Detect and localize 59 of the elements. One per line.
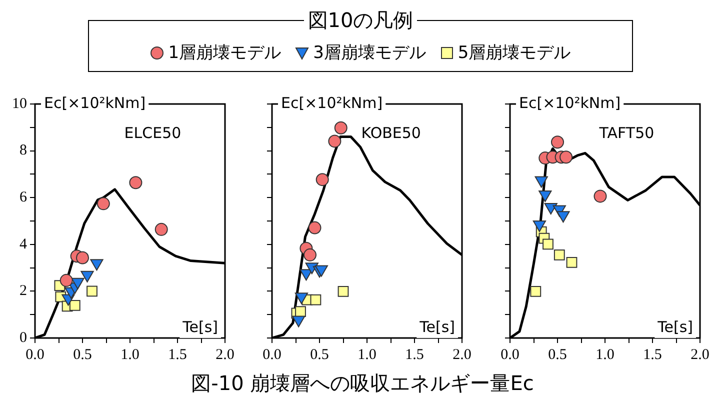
annotation: ELCE50 — [124, 124, 182, 142]
point — [310, 294, 322, 306]
point — [334, 121, 348, 134]
point — [96, 197, 110, 210]
x-tick-label: 1.5 — [643, 346, 662, 363]
x-tick-label: 0.0 — [500, 346, 520, 363]
y-tick-label: 4 — [20, 236, 28, 252]
point — [60, 274, 73, 287]
point — [76, 251, 89, 264]
x-axis-title: Te[s] — [656, 318, 693, 336]
legend-label: 1層崩壊モデル — [167, 42, 282, 64]
point — [560, 150, 573, 164]
x-tick-label: 1.5 — [168, 346, 187, 363]
x-tick-label: 0.0 — [262, 346, 282, 363]
x-tick-label: 1.5 — [405, 346, 424, 363]
y-tick-label: 10 — [12, 96, 27, 112]
text: 図-10 崩壊層への吸収エネルギー量Ec — [190, 370, 535, 397]
x-axis-title: Te[s] — [182, 318, 218, 336]
y-axis-title: Ec[×10²kNm] — [519, 94, 621, 112]
point — [530, 286, 542, 297]
point — [308, 221, 322, 234]
point — [328, 134, 342, 148]
point — [295, 306, 306, 318]
x-tick-label: 0.5 — [310, 346, 329, 363]
y-tick-label: 0 — [20, 330, 27, 346]
point — [71, 278, 84, 290]
y-axis-title: Ec[×10²kNm] — [281, 94, 383, 112]
x-tick-label: 0.5 — [73, 346, 92, 363]
y-tick-label: 6 — [20, 190, 28, 206]
legend-label: 3層崩壊モデル — [312, 42, 426, 64]
point — [566, 256, 578, 268]
x-tick-label: 2.0 — [452, 346, 472, 363]
legend-label: 5層崩壊モデル — [456, 42, 571, 64]
point — [154, 222, 168, 236]
point — [316, 173, 329, 186]
y-tick-label: 8 — [20, 142, 27, 159]
point — [544, 202, 558, 214]
annotation: KOBE50 — [361, 124, 421, 142]
y-tick-label: 2 — [20, 283, 27, 300]
point — [594, 190, 607, 203]
point — [86, 286, 98, 297]
y-axis-title: Ec[×10²kNm] — [44, 94, 146, 112]
point — [304, 248, 316, 262]
annotation: TAFT50 — [598, 124, 654, 142]
x-tick-label: 2.0 — [216, 346, 234, 363]
x-axis-title: Te[s] — [418, 318, 455, 336]
x-tick-label: 0.0 — [26, 346, 44, 363]
point — [551, 136, 564, 149]
x-tick-label: 0.5 — [548, 346, 567, 363]
x-tick-label: 2.0 — [690, 346, 710, 363]
point — [129, 176, 142, 190]
point — [542, 238, 554, 250]
x-tick-label: 1.0 — [596, 346, 614, 363]
point — [554, 249, 565, 260]
x-tick-label: 1.0 — [120, 346, 140, 363]
legend-title: 図10の凡例 — [304, 8, 418, 32]
point — [338, 286, 349, 297]
x-tick-label: 1.0 — [358, 346, 376, 363]
point — [69, 300, 80, 311]
